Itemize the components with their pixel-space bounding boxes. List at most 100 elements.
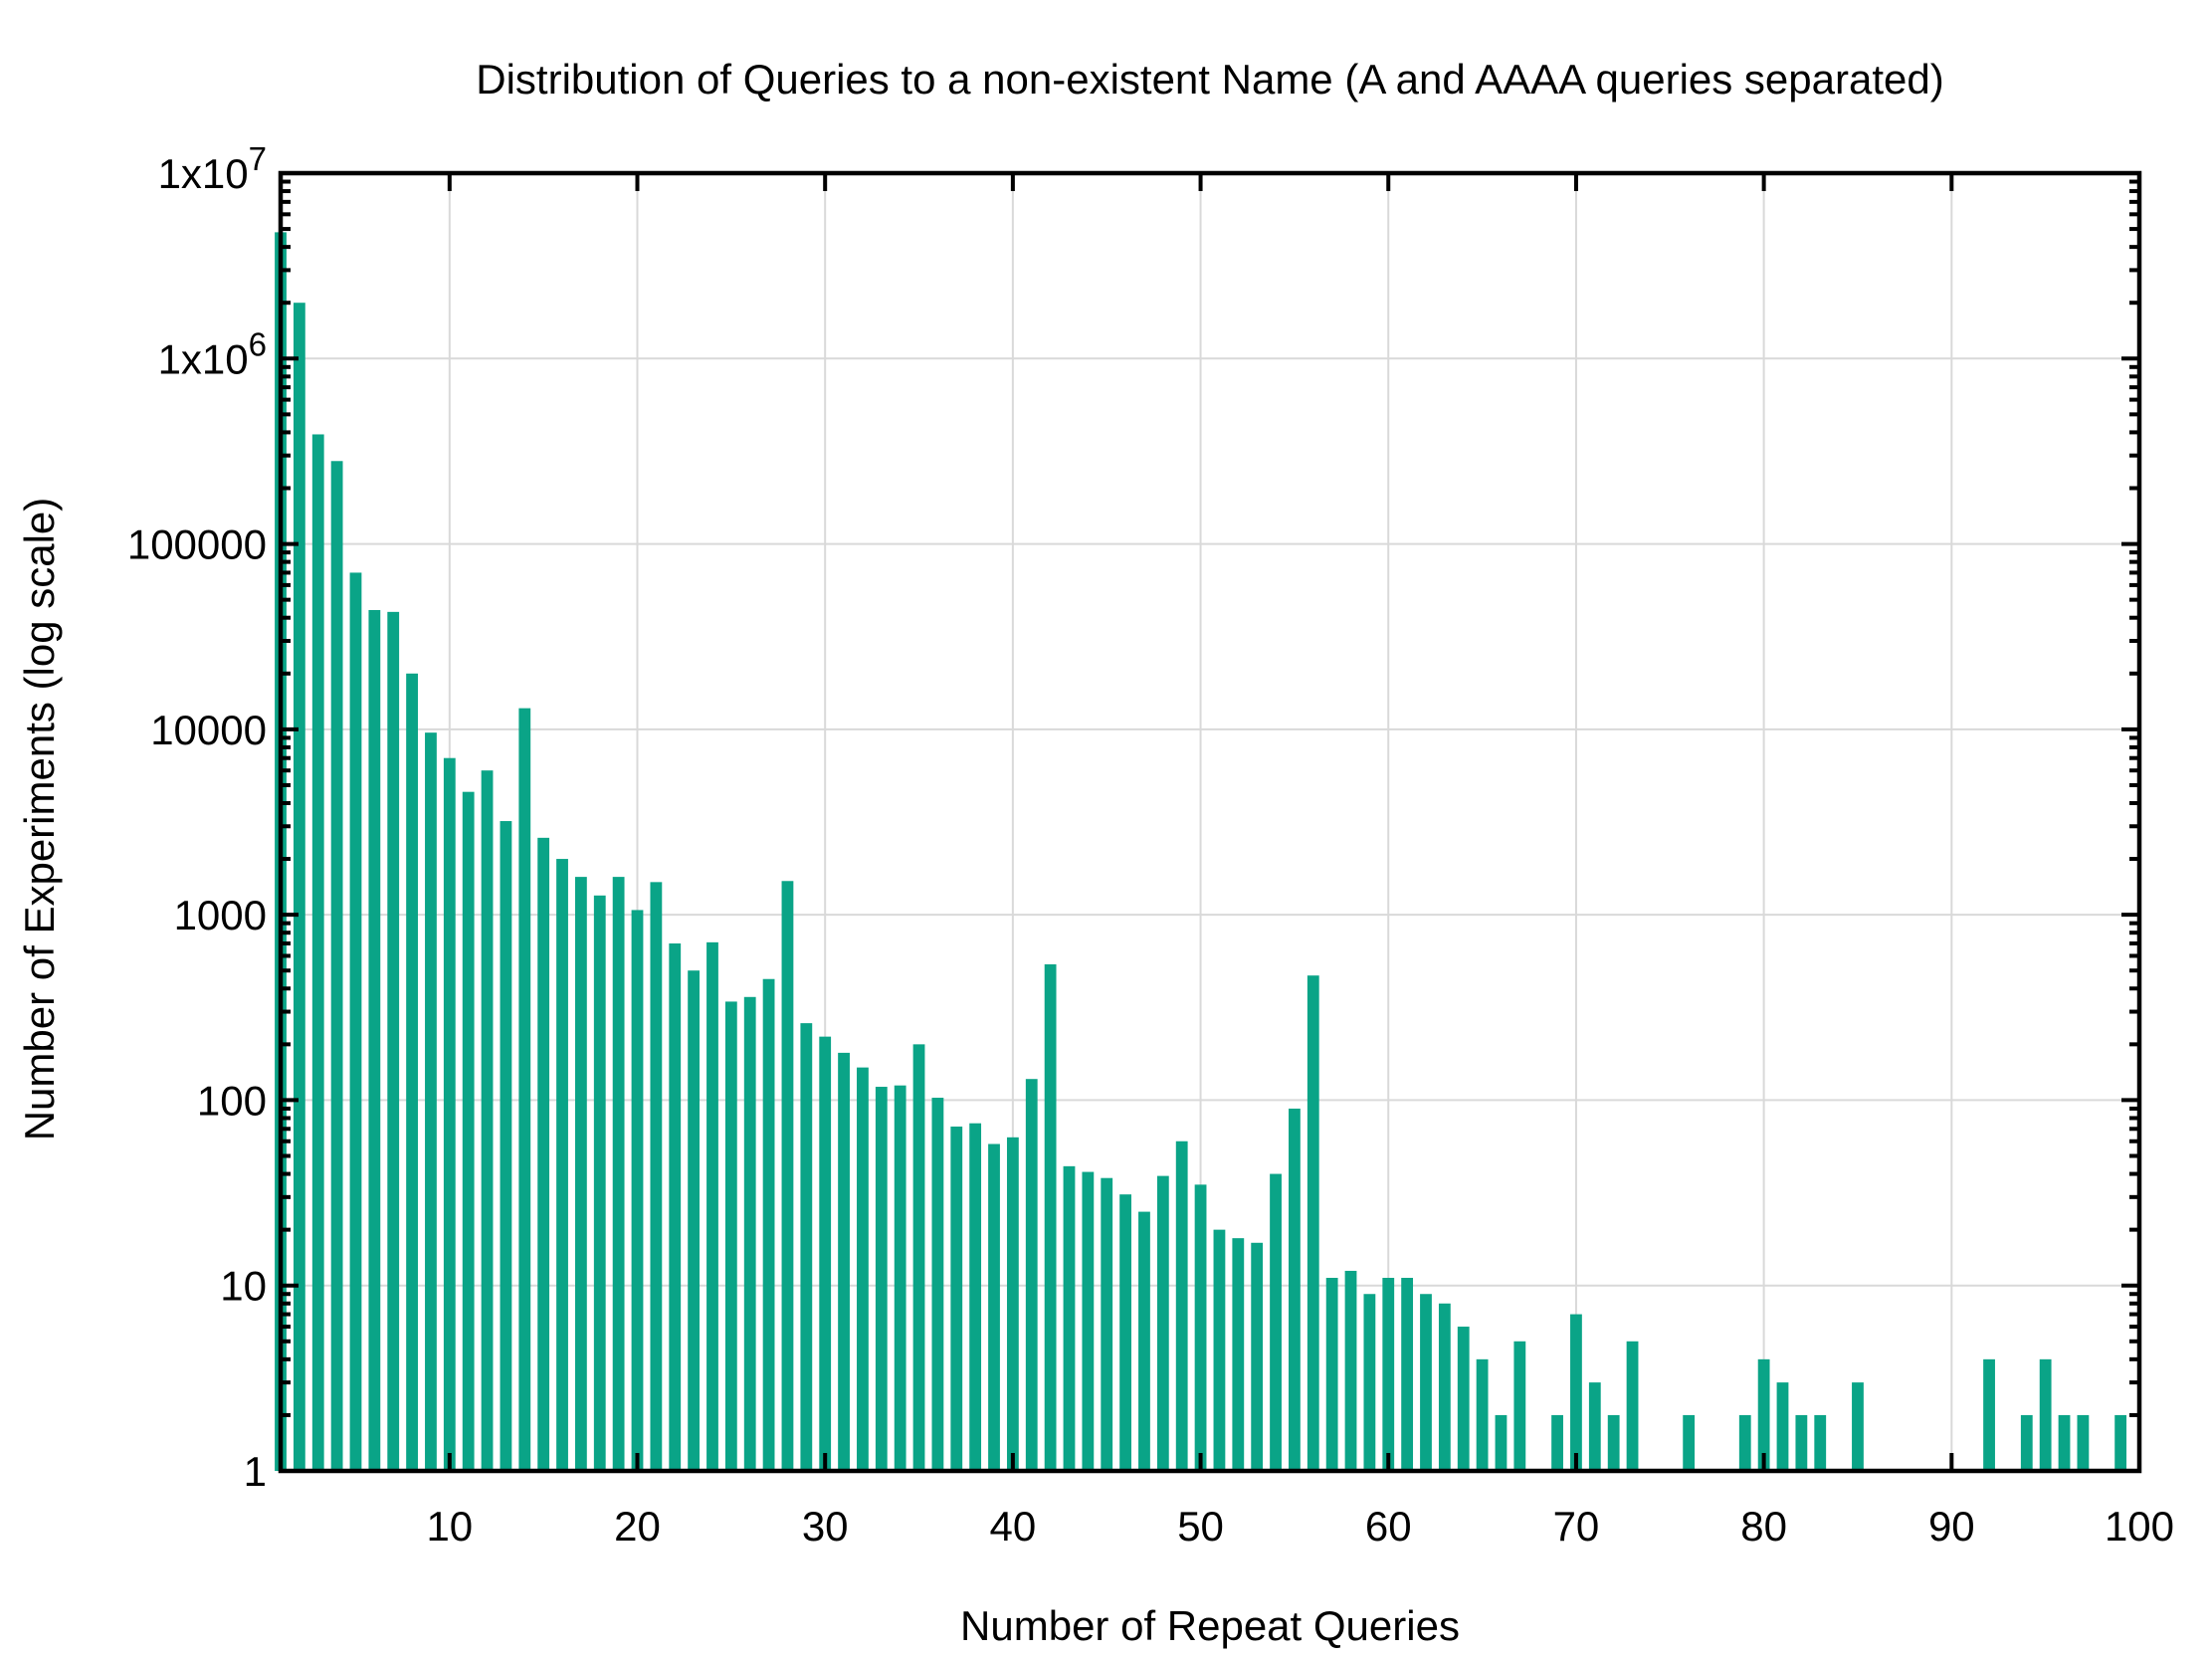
bar	[875, 1087, 888, 1471]
bar	[1814, 1414, 1827, 1471]
x-tick-label: 70	[1553, 1503, 1600, 1550]
bar	[1495, 1414, 1508, 1471]
y-tick-label: 10	[220, 1263, 267, 1310]
bar	[1476, 1358, 1489, 1471]
bar	[1795, 1414, 1808, 1471]
chart-title: Distribution of Queries to a non-existen…	[476, 56, 1944, 103]
bar	[1006, 1137, 1019, 1471]
bar	[1420, 1294, 1432, 1471]
bar	[500, 821, 512, 1471]
bar	[443, 757, 456, 1471]
y-axis-title: Number of Experiments (log scale)	[16, 497, 63, 1141]
bar	[1251, 1242, 1264, 1471]
bar	[1513, 1341, 1526, 1471]
bar	[1757, 1358, 1770, 1471]
bar	[368, 609, 381, 1471]
bar	[724, 1001, 737, 1471]
bar	[1626, 1341, 1639, 1471]
axis-ticks	[281, 171, 2141, 1473]
x-tick-label: 40	[990, 1503, 1037, 1550]
bar	[819, 1036, 832, 1471]
bar	[1156, 1175, 1169, 1471]
plot-border	[278, 170, 2142, 1474]
bar	[1401, 1278, 1414, 1471]
bar	[1457, 1327, 1470, 1471]
bar	[1289, 1108, 1301, 1471]
bar	[1683, 1414, 1696, 1471]
y-tick-label: 100	[197, 1077, 267, 1124]
bar	[1551, 1414, 1563, 1471]
x-axis-title: Number of Repeat Queries	[960, 1602, 1460, 1649]
bar	[1101, 1177, 1113, 1471]
bar	[1063, 1165, 1076, 1471]
bar	[1438, 1303, 1451, 1471]
bar	[1044, 963, 1057, 1471]
y-tick-label: 100000	[127, 521, 267, 568]
gridlines	[281, 173, 2139, 1471]
bar	[762, 978, 775, 1471]
bar	[1213, 1229, 1226, 1471]
bar	[631, 910, 644, 1471]
bar	[1232, 1238, 1245, 1471]
x-tick-label: 30	[802, 1503, 849, 1550]
bar	[1983, 1358, 1995, 1471]
bar	[387, 611, 400, 1471]
bar	[894, 1085, 906, 1471]
bar	[669, 942, 682, 1471]
y-tick-label: 10000	[150, 707, 267, 753]
bar	[349, 572, 362, 1471]
bar	[518, 708, 531, 1471]
y-tick-label: 1x106	[158, 325, 267, 382]
bar	[800, 1023, 813, 1471]
bar	[1588, 1382, 1601, 1471]
bar	[1607, 1414, 1620, 1471]
bar	[2039, 1358, 2052, 1471]
x-tick-label: 90	[1928, 1503, 1975, 1550]
bar	[593, 895, 606, 1471]
bar	[950, 1127, 963, 1471]
y-tick-label: 1000	[174, 892, 267, 938]
bar	[406, 673, 418, 1471]
bar	[612, 877, 625, 1471]
bar	[1025, 1079, 1038, 1471]
bar	[574, 877, 587, 1471]
bar-series	[275, 232, 2127, 1471]
bar	[1119, 1194, 1131, 1471]
bar	[1570, 1314, 1582, 1471]
x-tick-label: 100	[2105, 1503, 2174, 1550]
bar	[1852, 1382, 1864, 1471]
bar	[688, 970, 701, 1471]
bar	[481, 770, 494, 1471]
bar	[537, 837, 550, 1471]
bar	[1344, 1270, 1357, 1471]
bar	[781, 881, 794, 1471]
y-tick-label: 1x107	[158, 140, 267, 197]
x-tick-label: 50	[1177, 1503, 1224, 1550]
bar	[1175, 1141, 1188, 1471]
bar	[1194, 1184, 1207, 1471]
bar	[931, 1098, 944, 1471]
x-tick-label: 60	[1365, 1503, 1412, 1550]
bar	[969, 1123, 982, 1471]
bar	[556, 859, 568, 1471]
bar	[1082, 1171, 1095, 1471]
bar	[293, 303, 305, 1471]
x-tick-label: 10	[426, 1503, 473, 1550]
bar	[1776, 1382, 1789, 1471]
bar	[1325, 1278, 1338, 1471]
bar	[2077, 1414, 2090, 1471]
bar	[912, 1044, 925, 1471]
bar	[330, 461, 343, 1471]
bar	[2058, 1414, 2071, 1471]
bar	[1138, 1211, 1150, 1471]
x-tick-label: 20	[614, 1503, 661, 1550]
tick-labels: 1 10 100 1000 10000 100000 1x106 1x107 10 20 30 40 5…	[127, 140, 2174, 1550]
bar	[311, 434, 324, 1471]
bar	[650, 882, 663, 1471]
bar	[462, 791, 475, 1471]
bar	[1382, 1278, 1395, 1471]
bar	[2114, 1414, 2127, 1471]
bar	[838, 1052, 850, 1471]
bar	[2020, 1414, 2033, 1471]
